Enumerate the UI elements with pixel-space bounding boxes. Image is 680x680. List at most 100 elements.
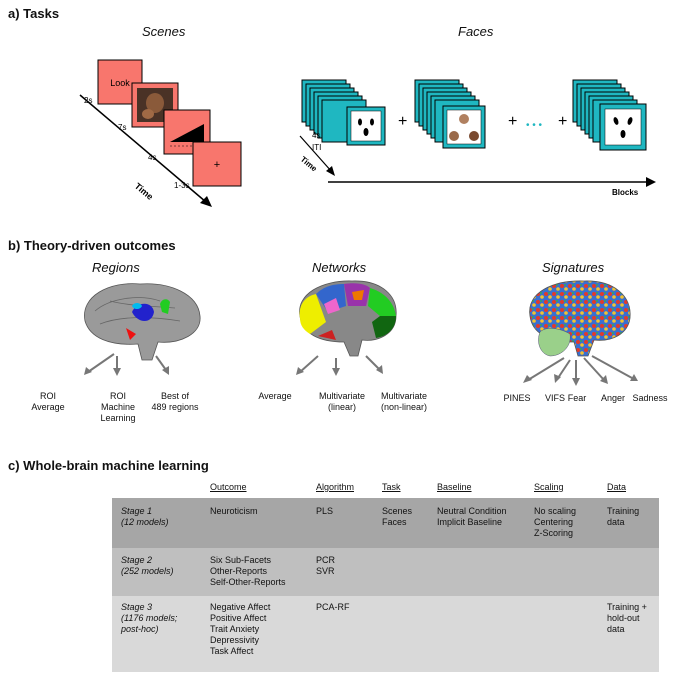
network-green (368, 288, 396, 316)
scene-look-text: Look (110, 78, 130, 88)
section-a-title: a) Tasks (8, 6, 60, 21)
header-outcome: Outcome (210, 482, 247, 492)
ellipsis-dots: • • • (526, 120, 543, 131)
table-row (112, 596, 659, 672)
networks-title: Networks (312, 260, 367, 275)
regions-item-roi-average: ROI Average (31, 391, 65, 412)
faces-title: Faces (458, 24, 494, 39)
section-c-title: c) Whole-brain machine learning (8, 458, 209, 473)
faces-timing-iti: ITI (312, 143, 321, 152)
face-block-3 (572, 79, 647, 151)
sig-arrow-sadness (591, 355, 633, 379)
stage-1-outcome: Neuroticism (210, 506, 258, 516)
regions-title: Regions (92, 260, 140, 275)
sig-arrow-fear-head (572, 378, 580, 386)
signatures-cerebellum (538, 328, 571, 357)
network-red (318, 330, 336, 340)
networks-arrow-3-head (376, 365, 383, 374)
face-block-1 (301, 79, 386, 146)
stage-1-label: Stage 1 (12 models) (121, 506, 169, 527)
network-blue (316, 284, 346, 312)
stage-3-outcome: Negative Affect Positive Affect Trait An… (210, 602, 271, 656)
sig-arrow-anger (583, 357, 605, 381)
header-data: Data (607, 482, 627, 492)
signature-item-anger: Anger (600, 393, 626, 403)
scenes-task-diagram: Look + 2s 7s 4s 1-3s Time (79, 59, 242, 207)
time-arrow-head (200, 196, 212, 207)
plus-sign-3: + (558, 113, 567, 130)
fixation-plus: + (214, 159, 220, 171)
sig-arrow-anger-head (600, 375, 608, 384)
network-darkgreen (372, 316, 396, 338)
networks-arrow-1-head (296, 367, 304, 375)
roi-green (160, 299, 170, 314)
blocks-arrow-head (646, 177, 656, 187)
sig-arrow-vifs-head (554, 374, 561, 383)
regions-arrow-3-head (162, 366, 169, 375)
signature-item-sadness: Sadness (632, 393, 668, 403)
plus-sign-1: + (398, 113, 407, 130)
roi-cyan (132, 303, 142, 309)
header-algorithm: Algorithm (316, 482, 355, 492)
faces-timing-4s: 4s (312, 131, 320, 140)
rating-slider-icon (170, 124, 204, 142)
faces-time-arrow-head (326, 166, 335, 176)
faces-task-diagram: 4s ITI Time + + • • • + Blocks (299, 79, 656, 197)
scene-photo-figure-2 (142, 109, 154, 119)
stage-1-baseline: Neutral Condition Implicit Baseline (437, 506, 507, 527)
roi-red (126, 328, 136, 340)
stage-3-algorithm: PCA-RF (316, 602, 350, 612)
stage-1-data: Training data (607, 506, 640, 527)
signature-item-pines: PINES (503, 393, 531, 403)
stage-3-label: Stage 3 (1176 models; post-hoc) (121, 602, 178, 634)
signature-item-vifs: VIFS (544, 393, 565, 403)
network-pink (324, 298, 340, 314)
signatures-brain-diagram (523, 280, 638, 386)
networks-arrow-3 (365, 355, 381, 371)
stage-3-data: Training + hold-out data (607, 602, 647, 634)
table-row (112, 548, 659, 596)
stage-2-label: Stage 2 (252 models) (121, 555, 174, 576)
blocks-label: Blocks (612, 188, 639, 197)
duration-look: 2s (84, 96, 92, 105)
network-orange (352, 290, 364, 300)
header-baseline: Baseline (437, 482, 472, 492)
stage-2-outcome: Six Sub-Facets Other-Reports Self-Other-… (210, 555, 286, 587)
regions-item-best-of: Best of 489 regions (151, 391, 199, 412)
stage-1-algorithm: PLS (316, 506, 334, 516)
section-b-title: b) Theory-driven outcomes (8, 238, 176, 253)
regions-item-roi-ml: ROI Machine Learning (100, 391, 136, 423)
scene-photo-figure (146, 93, 164, 113)
sig-arrow-vifs (557, 359, 571, 379)
regions-arrow-1 (87, 353, 115, 373)
stage-2-algorithm: PCR SVR (316, 555, 336, 576)
networks-arrow-2-head (332, 368, 340, 376)
scenes-time-label: Time (133, 181, 155, 202)
network-yellow (299, 294, 326, 334)
networks-item-linear: Multivariate (linear) (318, 391, 365, 412)
scene-fixation-card (192, 141, 242, 187)
signatures-title: Signatures (542, 260, 605, 275)
sig-arrow-pines-head (523, 375, 532, 383)
networks-item-average: Average (258, 391, 292, 401)
networks-item-nonlinear: Multivariate (non-linear) (380, 391, 428, 412)
duration-scene: 7s (118, 123, 126, 132)
regions-arrow-2-head (113, 368, 121, 376)
faces-time-label: Time (299, 155, 319, 174)
duration-fixation: 1-3s (174, 181, 190, 190)
header-task: Task (382, 482, 401, 492)
header-scaling: Scaling (534, 482, 564, 492)
duration-rating: 4s (148, 153, 156, 162)
networks-arrow-1 (299, 355, 319, 373)
time-arrow-line (79, 94, 207, 203)
regions-arrow-3 (155, 355, 167, 371)
stage-1-task: Scenes Faces (382, 506, 413, 527)
stage-1-scaling: No scaling Centering Z-Scoring (534, 506, 577, 538)
regions-brain-diagram (84, 283, 201, 376)
face-block-2 (414, 79, 486, 149)
regions-arrow-1-head (84, 367, 92, 375)
table-row (112, 498, 659, 548)
networks-brain-diagram (296, 280, 397, 376)
sig-arrow-pines (527, 357, 565, 381)
sig-arrow-sadness-head (630, 374, 638, 381)
